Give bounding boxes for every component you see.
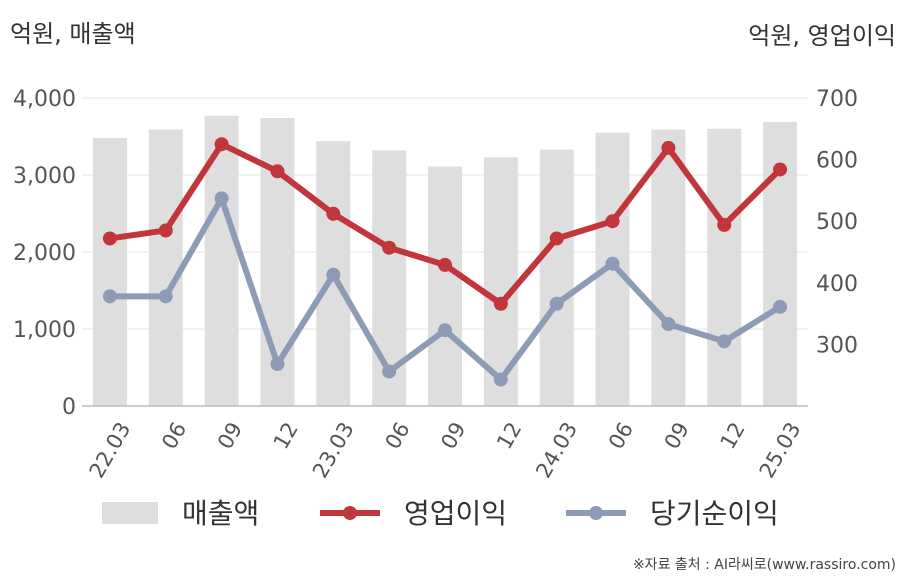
- left-axis-unit: 억원, 매출액: [10, 20, 136, 48]
- point-operating-profit: [661, 140, 676, 155]
- x-tick-label: 09: [436, 418, 470, 453]
- point-net-income: [438, 323, 452, 338]
- left-tick-label: 3,000: [13, 164, 76, 189]
- left-tick-label: 4,000: [13, 87, 76, 112]
- point-net-income: [773, 299, 788, 314]
- bar-revenue: [651, 129, 686, 406]
- x-tick-label: 12: [716, 418, 750, 453]
- right-tick-label: 600: [816, 149, 858, 174]
- legend-label-revenue: 매출액: [182, 497, 259, 530]
- right-axis-unit: 억원, 영업이익: [748, 22, 896, 50]
- point-operating-profit: [158, 223, 173, 238]
- bar-revenue: [428, 166, 462, 406]
- point-net-income: [158, 289, 173, 304]
- x-tick-label: 12: [492, 418, 526, 453]
- point-operating-profit: [717, 217, 732, 232]
- right-tick-label: 400: [816, 272, 858, 297]
- point-net-income: [102, 289, 117, 304]
- point-operating-profit: [270, 164, 285, 179]
- left-tick-label: 1,000: [13, 318, 76, 343]
- x-tick-label: 25.03: [755, 418, 806, 482]
- right-tick-label: 300: [816, 333, 858, 358]
- x-tick-label: 06: [380, 418, 414, 453]
- source-note: ※자료 출처 : AI라씨로(www.rassiro.com): [632, 557, 896, 573]
- point-operating-profit: [773, 162, 788, 177]
- point-net-income: [214, 191, 229, 206]
- legend-label-net-income: 당기순이익: [650, 497, 779, 530]
- x-tick-label: 23.03: [308, 418, 359, 482]
- bar-revenue: [539, 149, 574, 406]
- point-operating-profit: [605, 214, 620, 229]
- point-net-income: [382, 364, 397, 379]
- legend-marker-operating-profit: [343, 506, 357, 520]
- x-tick-label: 09: [213, 418, 247, 453]
- point-net-income: [270, 357, 285, 372]
- x-tick-label: 22.03: [85, 418, 136, 482]
- legend-swatch-revenue: [102, 502, 158, 524]
- right-tick-label: 700: [816, 87, 858, 112]
- point-net-income: [493, 372, 508, 387]
- point-operating-profit: [214, 137, 229, 152]
- point-net-income: [661, 317, 676, 332]
- bar-revenue: [148, 129, 183, 406]
- point-net-income: [549, 296, 564, 311]
- point-net-income: [605, 256, 620, 271]
- x-tick-label: 06: [157, 418, 191, 453]
- point-net-income: [326, 267, 341, 282]
- point-operating-profit: [326, 206, 341, 221]
- point-operating-profit: [438, 257, 452, 272]
- point-operating-profit: [102, 231, 117, 246]
- point-operating-profit: [549, 231, 564, 246]
- left-tick-label: 0: [62, 395, 76, 420]
- x-tick-label: 06: [604, 418, 638, 453]
- legend-label-operating-profit: 영업이익: [404, 497, 507, 530]
- left-tick-label: 2,000: [13, 241, 76, 266]
- bar-revenue: [92, 138, 127, 407]
- point-net-income: [717, 334, 732, 349]
- legend-marker-net-income: [589, 506, 603, 520]
- point-operating-profit: [382, 240, 397, 255]
- x-tick-label: 09: [660, 418, 694, 453]
- bar-revenue: [707, 128, 742, 407]
- x-tick-label: 24.03: [531, 418, 582, 482]
- right-tick-label: 500: [816, 210, 858, 235]
- point-operating-profit: [493, 296, 508, 311]
- x-tick-label: 12: [269, 418, 303, 453]
